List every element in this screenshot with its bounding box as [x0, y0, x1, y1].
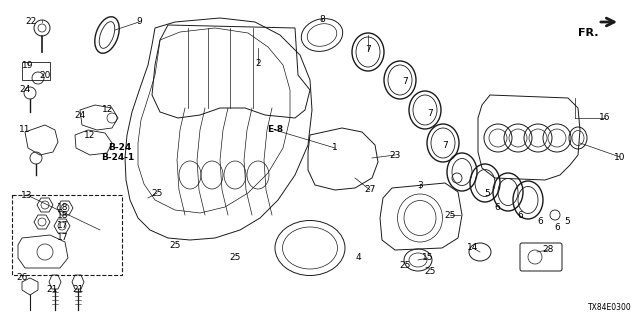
Text: 11: 11 — [19, 125, 31, 134]
Text: 5: 5 — [564, 218, 570, 227]
Text: 16: 16 — [599, 114, 611, 123]
Bar — [12, 195, 122, 275]
Text: B-24: B-24 — [108, 143, 132, 153]
Text: 25: 25 — [170, 241, 180, 250]
Text: 23: 23 — [389, 150, 401, 159]
Text: 25: 25 — [399, 260, 411, 269]
Text: 14: 14 — [467, 244, 479, 252]
Text: 25: 25 — [424, 268, 436, 276]
Bar — [22, 62, 50, 80]
Text: 22: 22 — [26, 18, 36, 27]
Text: 21: 21 — [46, 285, 58, 294]
Text: 21: 21 — [72, 285, 84, 294]
Text: 7: 7 — [427, 108, 433, 117]
Text: 7: 7 — [402, 77, 408, 86]
Text: 4: 4 — [355, 253, 361, 262]
Text: 5: 5 — [484, 189, 490, 198]
Text: 18: 18 — [57, 211, 68, 220]
Text: 15: 15 — [422, 253, 434, 262]
Text: FR.: FR. — [578, 28, 598, 38]
Text: 3: 3 — [417, 180, 423, 189]
Text: 7: 7 — [442, 140, 448, 149]
Text: 17: 17 — [57, 234, 68, 243]
Text: 2: 2 — [255, 59, 261, 68]
Text: 10: 10 — [614, 153, 626, 162]
Text: 17: 17 — [57, 220, 68, 229]
Text: 27: 27 — [364, 186, 376, 195]
Text: 6: 6 — [554, 223, 560, 233]
Text: 20: 20 — [39, 70, 51, 79]
Text: 24: 24 — [74, 110, 86, 119]
Text: 12: 12 — [84, 131, 96, 140]
Text: 1: 1 — [332, 143, 338, 153]
Text: 24: 24 — [19, 85, 31, 94]
Text: 26: 26 — [16, 274, 28, 283]
Text: TX84E0300: TX84E0300 — [588, 303, 632, 312]
Text: 19: 19 — [22, 60, 34, 69]
Text: 7: 7 — [365, 45, 371, 54]
Text: 13: 13 — [21, 190, 33, 199]
Text: 6: 6 — [517, 211, 523, 220]
Text: E-8: E-8 — [267, 125, 283, 134]
Text: 25: 25 — [229, 253, 241, 262]
Text: 18: 18 — [57, 204, 68, 212]
Text: 25: 25 — [151, 188, 163, 197]
Text: 9: 9 — [136, 18, 142, 27]
Text: 6: 6 — [494, 204, 500, 212]
Text: 6: 6 — [537, 218, 543, 227]
Text: 8: 8 — [319, 15, 325, 25]
Text: 28: 28 — [542, 245, 554, 254]
Text: 12: 12 — [102, 106, 114, 115]
Text: B-24-1: B-24-1 — [101, 154, 134, 163]
Text: 25: 25 — [444, 211, 456, 220]
